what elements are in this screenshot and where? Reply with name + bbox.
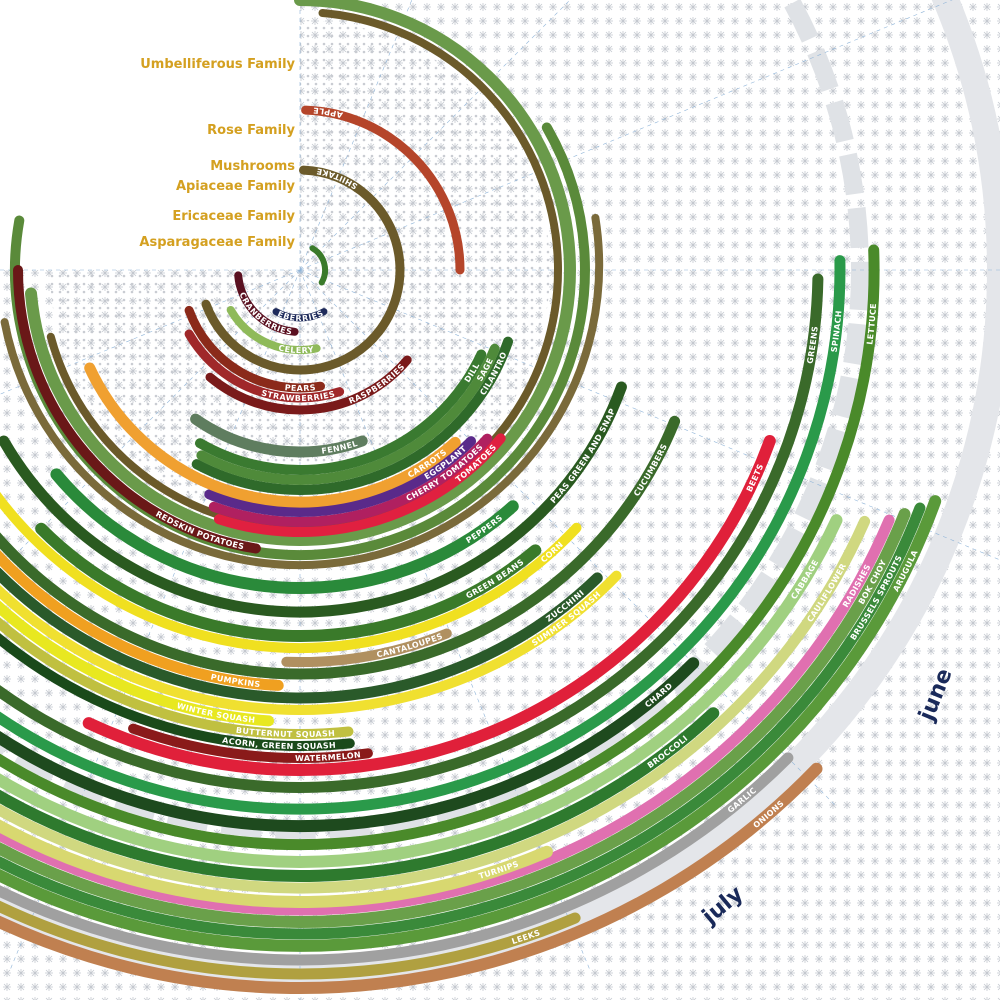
crop-arc [234, 271, 299, 336]
decor-arc [309, 245, 329, 286]
crop-arc [0, 495, 942, 952]
crop-arc [50, 468, 519, 594]
crop-arc [0, 633, 355, 751]
crop-arc [0, 550, 284, 691]
crop-arc [82, 435, 776, 777]
crop-arcs [0, 0, 942, 995]
family-label: Umbelliferous Family [140, 57, 295, 72]
crop-arc [0, 567, 603, 704]
decor-arc [25, 0, 576, 546]
crop-arc [272, 308, 328, 322]
crop-arc [0, 244, 880, 851]
crop-arc [0, 707, 720, 882]
crop-arc [196, 343, 500, 485]
crop-arc [0, 514, 843, 868]
crop-arc [190, 413, 368, 458]
crop-arc [0, 900, 581, 980]
crop-arc [195, 349, 487, 475]
crop-arc [13, 265, 261, 554]
guide-line [299, 269, 1000, 561]
crop-arc [204, 436, 477, 517]
crop-arc [0, 508, 911, 928]
crop-arc [0, 415, 681, 680]
crop-arc [0, 514, 895, 916]
crop-arc [128, 723, 373, 764]
crop-arc [0, 819, 553, 909]
decor-arc [0, 213, 604, 570]
crop-label: CELERY [278, 343, 315, 355]
crop-arc [281, 628, 452, 668]
crop-arc [191, 336, 513, 495]
crop-arc [0, 515, 871, 894]
crop-arc [226, 306, 321, 355]
family-labels: Umbelliferous Family Rose Family Mushroo… [139, 57, 295, 250]
crop-arc [84, 362, 461, 508]
crop-arc [184, 329, 345, 403]
crop-arc [184, 305, 325, 393]
crop-arc [0, 570, 622, 715]
crop-arc [0, 752, 794, 966]
crop-arc [301, 105, 465, 275]
crop-arc [0, 617, 354, 740]
crop-arc [0, 381, 627, 618]
crop-arc [205, 355, 412, 415]
crop-arc [214, 433, 506, 537]
family-label: Apiaceae Family [176, 179, 296, 194]
crop-arc [0, 600, 274, 727]
family-label: Ericaceae Family [172, 209, 295, 224]
family-label: Rose Family [207, 123, 295, 138]
crop-arc [0, 491, 582, 654]
crop-arc [0, 762, 823, 995]
guide-line [299, 0, 953, 271]
crop-label: PEARS [284, 383, 316, 393]
crop-arc [0, 502, 926, 940]
family-label: Mushrooms [210, 159, 295, 174]
family-label: Asparagaceae Family [139, 235, 295, 250]
crop-arc [208, 433, 493, 527]
crop-arc [0, 255, 846, 815]
crop-arc [0, 273, 824, 793]
crop-arc [201, 165, 405, 375]
crop-arc [0, 657, 700, 833]
crop-arc [35, 522, 542, 642]
